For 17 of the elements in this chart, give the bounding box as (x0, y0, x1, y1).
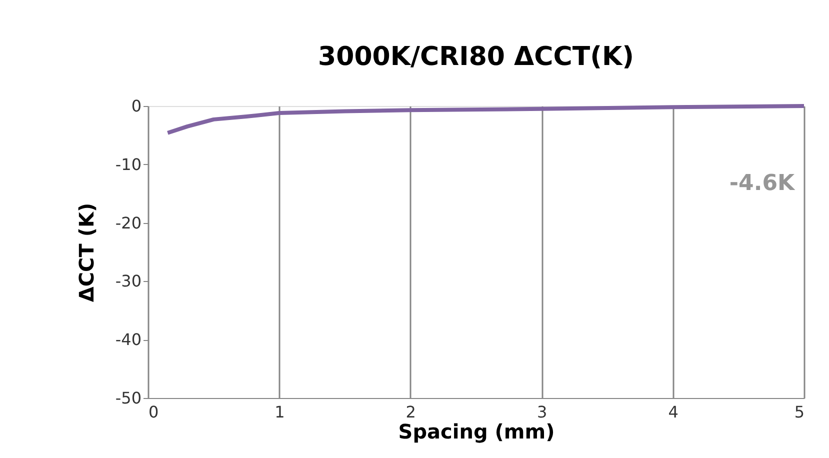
x-axis-title: Spacing (mm) (398, 420, 555, 444)
annotation: -4.6K (729, 171, 796, 196)
chart-title: 3000K/CRI80 ΔCCT(K) (318, 42, 634, 72)
x-tick-label: 1 (274, 402, 285, 422)
x-tick-label: 3 (537, 402, 548, 422)
y-tick-label: -10 (115, 154, 142, 174)
x-tick-label: 4 (668, 402, 678, 422)
y-tick-label: 0 (131, 96, 142, 116)
line-series (166, 104, 806, 135)
x-tick-label: 5 (794, 402, 804, 422)
y-tick-label: -50 (115, 388, 142, 408)
x-tick-label: 0 (148, 402, 159, 422)
y-axis-title: ΔCCT (K) (74, 202, 98, 302)
y-tick-label: -40 (115, 330, 142, 350)
y-tick-label: -30 (115, 272, 142, 291)
x-tick-label: 2 (406, 402, 416, 422)
y-tick-label: -20 (115, 213, 142, 232)
